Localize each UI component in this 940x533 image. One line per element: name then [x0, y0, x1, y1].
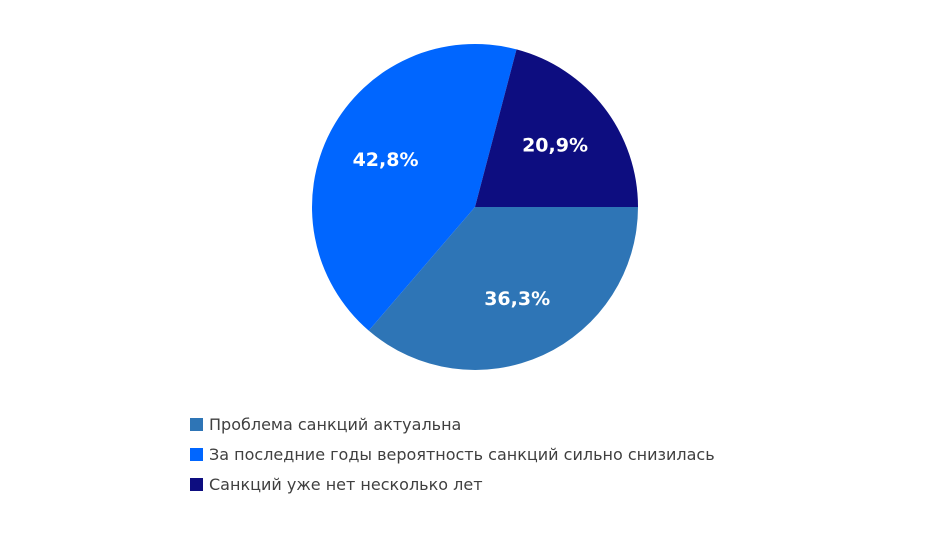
legend-label: Проблема санкций актуальна	[209, 414, 462, 434]
data-label-2: 42,8%	[353, 149, 419, 171]
legend-swatch	[190, 477, 203, 491]
legend-item-sanctions-relevant: Проблема санкций актуальна	[190, 409, 715, 439]
data-label-1: 36,3%	[484, 288, 550, 310]
pie-slices	[312, 44, 638, 370]
legend-item-no-sanctions: Санкций уже нет несколько лет	[190, 469, 715, 499]
legend-swatch	[190, 417, 203, 431]
pie-data-labels: 36,3% 42,8% 20,9%	[353, 134, 588, 310]
legend-item-sanctions-decreased: За последние годы вероятность санкций си…	[190, 439, 715, 469]
data-label-3: 20,9%	[522, 134, 588, 156]
legend: Проблема санкций актуальна За последние …	[190, 409, 715, 499]
pie-slice-3	[475, 49, 638, 207]
legend-label: За последние годы вероятность санкций си…	[209, 444, 715, 464]
pie-slice-1	[368, 207, 638, 370]
legend-swatch	[190, 447, 203, 461]
pie-slice-2	[312, 44, 517, 331]
legend-label: Санкций уже нет несколько лет	[209, 474, 483, 494]
